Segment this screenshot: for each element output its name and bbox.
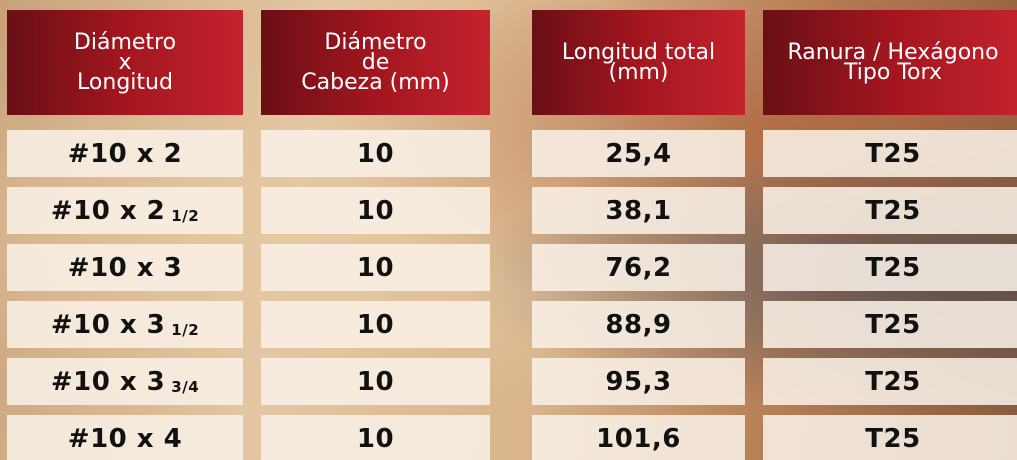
table-cell: T25	[763, 244, 1017, 291]
table-cell: 10	[261, 415, 490, 460]
table-cell: #10 x 3 1/2	[7, 301, 243, 348]
table-cell: 10	[261, 130, 490, 177]
table-cell: #10 x 4	[7, 415, 243, 460]
header-line: Longitud total	[561, 39, 716, 65]
table-cell: #10 x 2 1/2	[7, 187, 243, 234]
header-line: x	[118, 49, 132, 75]
header-line: Longitud	[77, 69, 173, 95]
table-cell: T25	[763, 358, 1017, 405]
table-cell: 95,3	[532, 358, 745, 405]
table-cell: 25,4	[532, 130, 745, 177]
table-cell: T25	[763, 415, 1017, 460]
header-line: Diámetro	[324, 29, 427, 55]
header-cell: Ranura / Hexágono Tipo Torx	[763, 10, 1017, 115]
table-cell: #10 x 2	[7, 130, 243, 177]
cell-text: #10 x 3	[67, 252, 183, 283]
cell-text: #10 x 4	[67, 423, 183, 454]
table-cell: 10	[261, 358, 490, 405]
header-cell: Longitud total (mm)	[532, 10, 745, 115]
table-cell: 88,9	[532, 301, 745, 348]
table-cell: 10	[261, 301, 490, 348]
table-cell: T25	[763, 130, 1017, 177]
table-cell: 10	[261, 244, 490, 291]
cell-fraction: 3/4	[171, 377, 200, 396]
cell-text: #10 x 3	[50, 309, 166, 340]
header-line: de	[361, 49, 390, 75]
header-line: Diámetro	[73, 29, 177, 55]
table-cell: T25	[763, 301, 1017, 348]
table-cell: 38,1	[532, 187, 745, 234]
header-cell: Diámetro de Cabeza (mm)	[261, 10, 490, 115]
header-line: Tipo Torx	[844, 59, 942, 85]
cell-text: #10 x 2	[50, 195, 166, 226]
header-line: (mm)	[608, 59, 669, 85]
cell-fraction: 1/2	[171, 206, 200, 225]
table-cell: 10	[261, 187, 490, 234]
cell-text: #10 x 2	[67, 138, 183, 169]
cell-fraction: 1/2	[171, 320, 200, 339]
header-cell: Diámetro x Longitud	[7, 10, 243, 115]
table-cell: #10 x 3	[7, 244, 243, 291]
table-cell: 76,2	[532, 244, 745, 291]
table-cell: 101,6	[532, 415, 745, 460]
header-line: Cabeza (mm)	[301, 69, 450, 95]
table-cell: #10 x 3 3/4	[7, 358, 243, 405]
table-cell: T25	[763, 187, 1017, 234]
cell-text: #10 x 3	[50, 366, 166, 397]
header-line: Ranura / Hexágono	[787, 39, 999, 65]
